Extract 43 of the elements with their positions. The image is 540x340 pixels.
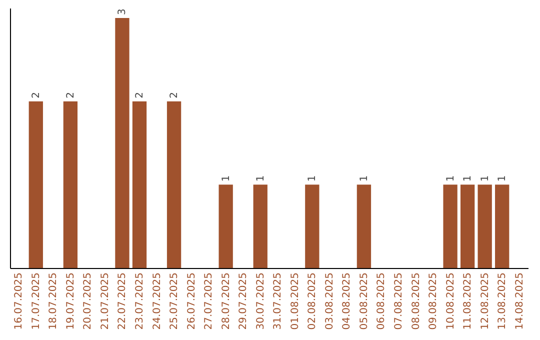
x-tick-label: 14.08.2025 bbox=[514, 272, 526, 330]
x-tick-label: 23.07.2025 bbox=[134, 272, 146, 330]
x-tick-label: 18.07.2025 bbox=[48, 272, 60, 330]
data-label: 2 bbox=[134, 92, 146, 98]
data-label: 1 bbox=[358, 175, 370, 182]
x-tick-label: 22.07.2025 bbox=[117, 272, 128, 330]
data-label: 1 bbox=[497, 175, 508, 182]
x-tick-label: 20.07.2025 bbox=[82, 272, 94, 330]
x-tick-label: 30.07.2025 bbox=[255, 272, 266, 330]
x-tick-label: 19.07.2025 bbox=[65, 272, 76, 330]
x-tick-label: 11.08.2025 bbox=[462, 272, 474, 330]
x-tick-label: 29.07.2025 bbox=[238, 272, 250, 330]
data-label: 2 bbox=[30, 92, 42, 98]
x-tick-label: 01.08.2025 bbox=[290, 272, 301, 330]
x-tick-label: 31.07.2025 bbox=[272, 272, 284, 330]
data-label: 2 bbox=[65, 92, 76, 98]
x-tick-label: 16.07.2025 bbox=[14, 272, 25, 330]
x-tick-label: 09.08.2025 bbox=[428, 272, 440, 330]
data-label: 1 bbox=[307, 175, 318, 182]
data-label: 1 bbox=[445, 175, 456, 182]
x-tick-label: 27.07.2025 bbox=[204, 272, 215, 330]
x-tick-label: 04.08.2025 bbox=[342, 272, 353, 330]
data-label: 3 bbox=[117, 8, 128, 15]
x-tick-label: 28.07.2025 bbox=[220, 272, 232, 330]
x-tick-label: 02.08.2025 bbox=[307, 272, 318, 330]
x-tick-label: 10.08.2025 bbox=[445, 272, 456, 330]
x-tick-label: 07.08.2025 bbox=[394, 272, 404, 330]
x-tick-label: 21.07.2025 bbox=[100, 272, 111, 330]
x-tick-label: 24.07.2025 bbox=[152, 272, 163, 330]
x-tick-label: 26.07.2025 bbox=[186, 272, 198, 330]
x-tick-label: 08.08.2025 bbox=[410, 272, 422, 330]
data-label: 1 bbox=[462, 175, 474, 182]
x-tick-label: 17.07.2025 bbox=[30, 272, 42, 330]
data-label: 1 bbox=[220, 175, 232, 182]
data-label: 1 bbox=[255, 175, 266, 182]
x-tick-label: 05.08.2025 bbox=[358, 272, 370, 330]
x-tick-label: 06.08.2025 bbox=[376, 272, 388, 330]
x-tick-label: 25.07.2025 bbox=[169, 272, 180, 330]
x-tick-label: 13.08.2025 bbox=[497, 272, 508, 330]
data-label: 1 bbox=[480, 175, 491, 182]
data-label: 2 bbox=[169, 92, 180, 98]
x-tick-label: 12.08.2025 bbox=[480, 272, 491, 330]
x-tick-label: 03.08.2025 bbox=[324, 272, 336, 330]
